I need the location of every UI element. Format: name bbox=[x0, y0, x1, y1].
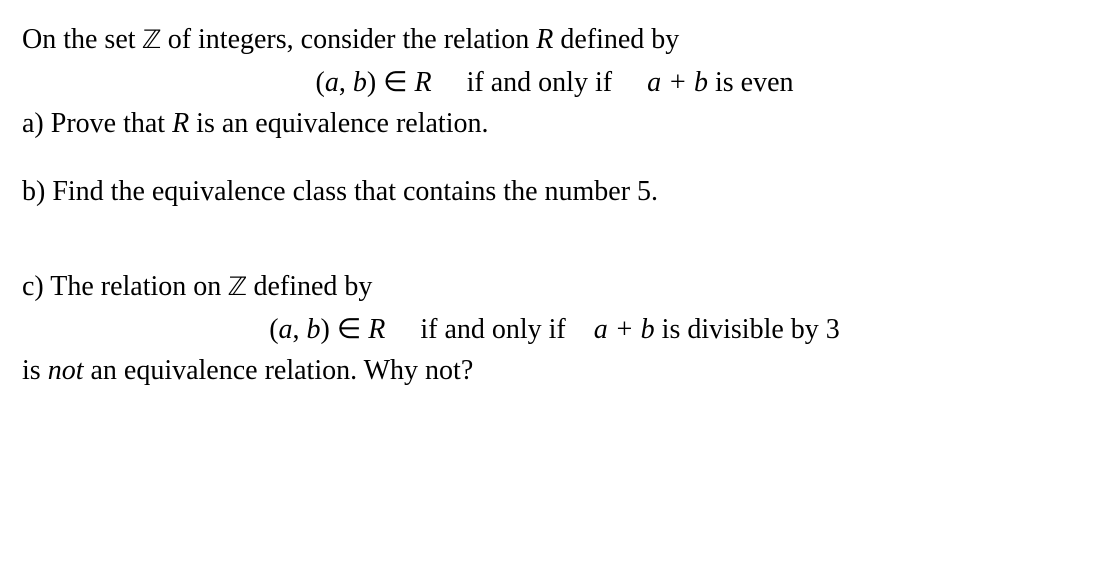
spacer bbox=[22, 144, 1087, 172]
gap bbox=[566, 314, 594, 345]
text-prefix: c) The relation on bbox=[22, 271, 228, 302]
lparen: ( bbox=[269, 314, 278, 345]
text-is-even: is even bbox=[715, 67, 794, 98]
spacer bbox=[22, 239, 1087, 267]
text-prefix: is bbox=[22, 355, 48, 386]
text-div-by-3: is divisible by 3 bbox=[662, 314, 840, 345]
text-not: not bbox=[48, 355, 84, 386]
rparen: ) bbox=[367, 67, 376, 98]
part-b: b) Find the equivalence class that conta… bbox=[22, 172, 1087, 211]
symbol-R: R bbox=[415, 67, 432, 98]
symbol-R: R bbox=[172, 108, 189, 139]
comma: , bbox=[293, 314, 307, 345]
text-suffix: defined by bbox=[246, 271, 372, 302]
text-prefix: On the set bbox=[22, 24, 143, 55]
symbol-R: R bbox=[368, 314, 385, 345]
symbol-Z: ℤ bbox=[143, 27, 161, 55]
text-suffix: defined by bbox=[553, 24, 679, 55]
element-of: ∈ bbox=[330, 314, 368, 345]
part-a: a) Prove that R is an equivalence relati… bbox=[22, 104, 1087, 143]
gap bbox=[385, 314, 420, 345]
rparen: ) bbox=[321, 314, 330, 345]
gap bbox=[432, 67, 467, 98]
paragraph-intro: On the set ℤ of integers, consider the r… bbox=[22, 20, 1087, 61]
text-iff: if and only if bbox=[467, 67, 612, 98]
part-c-intro: c) The relation on ℤ defined by bbox=[22, 267, 1087, 308]
spacer bbox=[22, 211, 1087, 239]
symbol-Z: ℤ bbox=[228, 274, 246, 302]
symbol-R: R bbox=[536, 24, 553, 55]
relation-definition-1: (a, b) ∈ R if and only if a + b is even bbox=[22, 63, 1087, 102]
part-c-question: is not an equivalence relation. Why not? bbox=[22, 351, 1087, 390]
text-prefix: a) Prove that bbox=[22, 108, 172, 139]
text: b) Find the equivalence class that conta… bbox=[22, 176, 658, 207]
gap bbox=[612, 67, 647, 98]
var-b: b bbox=[353, 67, 367, 98]
text-suffix: an equivalence relation. Why not? bbox=[83, 355, 473, 386]
var-a: a bbox=[279, 314, 293, 345]
var-a: a bbox=[325, 67, 339, 98]
text-suffix: is an equivalence relation. bbox=[189, 108, 488, 139]
var-b: b bbox=[307, 314, 321, 345]
text-mid: of integers, consider the relation bbox=[161, 24, 537, 55]
comma: , bbox=[339, 67, 353, 98]
relation-definition-2: (a, b) ∈ R if and only if a + b is divis… bbox=[22, 310, 1087, 349]
expr-aplusb: a + b bbox=[647, 67, 715, 98]
lparen: ( bbox=[315, 67, 324, 98]
text-iff: if and only if bbox=[420, 314, 565, 345]
element-of: ∈ bbox=[376, 67, 414, 98]
expr-aplusb: a + b bbox=[594, 314, 662, 345]
